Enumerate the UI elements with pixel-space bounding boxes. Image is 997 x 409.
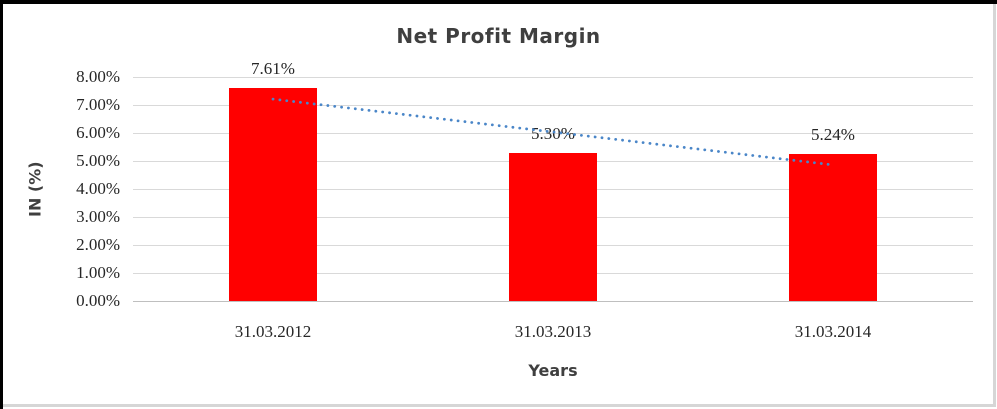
- y-tick-label: 8.00%: [76, 67, 120, 86]
- y-tick-label: 4.00%: [76, 179, 120, 198]
- x-tick-label: 31.03.2013: [514, 322, 592, 341]
- frame-border-left: [0, 0, 3, 409]
- y-tick-label: 5.00%: [76, 151, 120, 170]
- frame-border-top: [0, 0, 997, 4]
- x-tick-label: 31.03.2012: [234, 322, 312, 341]
- chart-title: Net Profit Margin: [396, 24, 601, 48]
- y-tick-label: 6.00%: [76, 123, 120, 142]
- data-label: 5.24%: [811, 125, 855, 145]
- data-label: 7.61%: [251, 58, 295, 78]
- y-tick-label: 0.00%: [76, 291, 120, 310]
- y-tick-label: 7.00%: [76, 95, 120, 114]
- data-label: 5.30%: [531, 123, 575, 143]
- frame-border-bottom: [3, 404, 996, 407]
- bar-31.03.2014: [789, 154, 877, 301]
- frame-border-right: [993, 4, 996, 406]
- y-tick-label: 2.00%: [76, 235, 120, 254]
- y-tick-label: 3.00%: [76, 207, 120, 226]
- gridline: [133, 76, 973, 78]
- bar-31.03.2013: [509, 152, 597, 301]
- bar-31.03.2012: [229, 87, 317, 301]
- x-axis-line: [133, 300, 973, 302]
- x-tick-label: 31.03.2014: [794, 322, 872, 341]
- x-axis-title: Years: [528, 361, 578, 380]
- y-tick-label: 1.00%: [76, 263, 120, 282]
